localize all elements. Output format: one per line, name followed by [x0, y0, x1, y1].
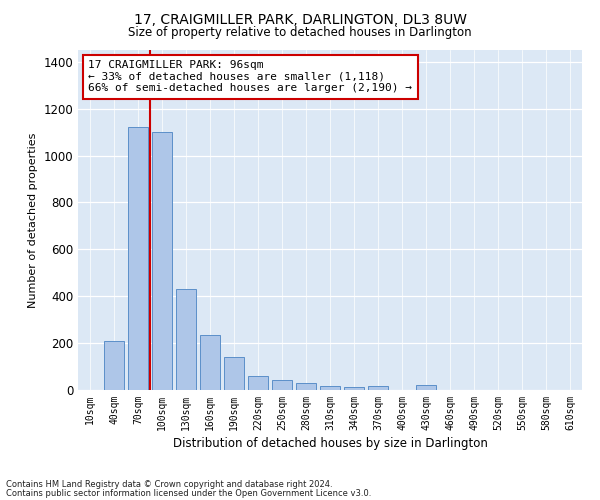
Text: Contains public sector information licensed under the Open Government Licence v3: Contains public sector information licen… — [6, 488, 371, 498]
Bar — [176, 289, 196, 390]
Bar — [200, 335, 220, 390]
Text: Size of property relative to detached houses in Darlington: Size of property relative to detached ho… — [128, 26, 472, 39]
Bar — [296, 384, 316, 390]
Bar — [416, 386, 436, 390]
Bar — [272, 380, 292, 390]
Y-axis label: Number of detached properties: Number of detached properties — [28, 132, 38, 308]
Bar — [152, 132, 172, 390]
Text: 17, CRAIGMILLER PARK, DARLINGTON, DL3 8UW: 17, CRAIGMILLER PARK, DARLINGTON, DL3 8U… — [133, 12, 467, 26]
Bar — [344, 387, 364, 390]
Text: 17 CRAIGMILLER PARK: 96sqm
← 33% of detached houses are smaller (1,118)
66% of s: 17 CRAIGMILLER PARK: 96sqm ← 33% of deta… — [88, 60, 412, 94]
Bar — [320, 386, 340, 390]
Text: Contains HM Land Registry data © Crown copyright and database right 2024.: Contains HM Land Registry data © Crown c… — [6, 480, 332, 489]
X-axis label: Distribution of detached houses by size in Darlington: Distribution of detached houses by size … — [173, 437, 487, 450]
Bar — [104, 341, 124, 390]
Bar — [248, 376, 268, 390]
Bar — [368, 386, 388, 390]
Bar — [128, 128, 148, 390]
Bar — [224, 357, 244, 390]
